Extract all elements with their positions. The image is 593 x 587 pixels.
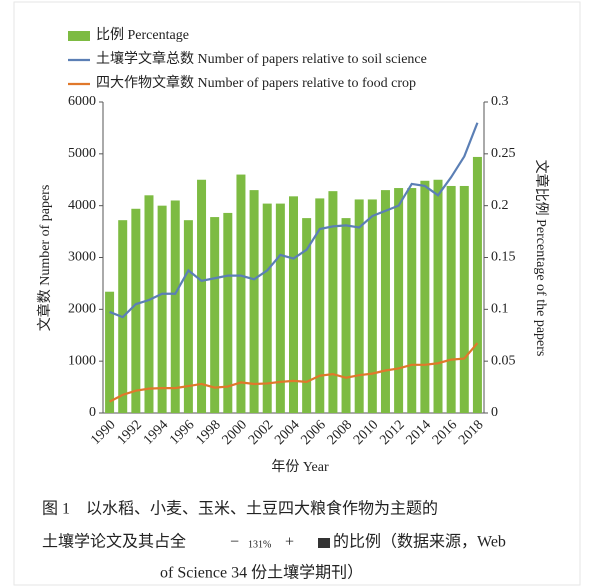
bar — [459, 185, 469, 413]
bar — [354, 199, 364, 413]
x-tick-label: 2002 — [246, 417, 276, 447]
x-tick-label: 2006 — [298, 417, 328, 447]
x-tick-label: 2004 — [272, 417, 302, 447]
icon — [318, 538, 330, 548]
y2-tick-label: 0.2 — [491, 198, 509, 213]
line — [109, 122, 479, 319]
y-tick-label: 1000 — [68, 353, 96, 368]
x-tick-label: 2014 — [404, 417, 434, 447]
bar — [223, 212, 233, 413]
x-tick-label: 1990 — [88, 417, 118, 447]
y2-tick-label: 0.05 — [491, 353, 516, 368]
bar — [341, 218, 351, 413]
y2-tick-label: 0.1 — [491, 302, 509, 317]
y-tick-label: 0 — [89, 405, 96, 420]
zoom-level: 131% — [248, 539, 271, 550]
caption-line: 的比例（数据来源，Web — [333, 533, 506, 551]
legend-label: 土壤学文章总数 Number of papers relative to soi… — [96, 50, 427, 67]
bar — [236, 174, 246, 413]
bar — [170, 200, 180, 413]
bar — [394, 188, 404, 413]
x-tick-label: 2018 — [456, 417, 486, 447]
bar — [105, 291, 115, 413]
bar — [131, 208, 141, 413]
bar — [446, 185, 456, 413]
y2-tick-label: 0.15 — [491, 250, 516, 265]
bar — [367, 199, 377, 413]
frame — [13, 1, 581, 586]
bar — [144, 195, 154, 413]
zoom-minus[interactable]: − — [230, 534, 239, 551]
y-tick-label: 4000 — [68, 198, 96, 213]
x-axis-label: 年份 Year — [271, 459, 329, 475]
bar — [420, 180, 430, 413]
x-tick-label: 1996 — [167, 417, 197, 447]
y2-tick-label: 0 — [491, 405, 498, 420]
legend-label: 四大作物文章数 Number of papers relative to foo… — [96, 74, 416, 91]
bar — [183, 220, 193, 413]
bar — [302, 218, 312, 413]
x-tick-label: 1994 — [141, 417, 171, 447]
x-tick-label: 2008 — [325, 417, 355, 447]
y-tick-label: 3000 — [68, 250, 96, 265]
bar — [407, 188, 417, 413]
y2-tick-label: 0.25 — [491, 146, 516, 161]
x-tick-label: 1992 — [115, 417, 145, 447]
caption-line: 土壤学论文及其占全 — [42, 532, 186, 551]
bar — [249, 190, 259, 413]
x-tick-label: 2010 — [351, 417, 381, 447]
bar — [433, 179, 443, 413]
bar — [380, 190, 390, 413]
y-tick-label: 5000 — [68, 146, 96, 161]
y2-axis-label: 文章比例 Percentage of the papers — [533, 160, 550, 357]
zoom-plus[interactable]: + — [285, 534, 294, 551]
line — [109, 342, 479, 403]
legend-swatch — [68, 31, 90, 41]
y-tick-label: 6000 — [68, 94, 96, 109]
caption-line: 图 1 以水稻、小麦、玉米、土豆四大粮食作物为主题的 — [42, 500, 438, 518]
bar — [328, 191, 338, 413]
x-tick-label: 2016 — [430, 417, 460, 447]
bar — [197, 179, 207, 413]
bar — [210, 217, 220, 413]
y-tick-label: 2000 — [68, 302, 96, 317]
x-tick-label: 2000 — [220, 417, 250, 447]
bar — [289, 196, 298, 413]
bar — [275, 203, 285, 413]
caption-line: of Science 34 份土壤学期刊） — [160, 563, 363, 582]
x-tick-label: 2012 — [377, 417, 407, 447]
bar — [315, 198, 325, 413]
y2-tick-label: 0.3 — [491, 94, 509, 109]
bar — [262, 203, 272, 413]
x-tick-label: 1998 — [193, 417, 223, 447]
bar — [472, 156, 482, 413]
legend-label: 比例 Percentage — [96, 27, 189, 43]
y-axis-label: 文章数 Number of papers — [36, 185, 53, 332]
bar — [157, 205, 167, 413]
